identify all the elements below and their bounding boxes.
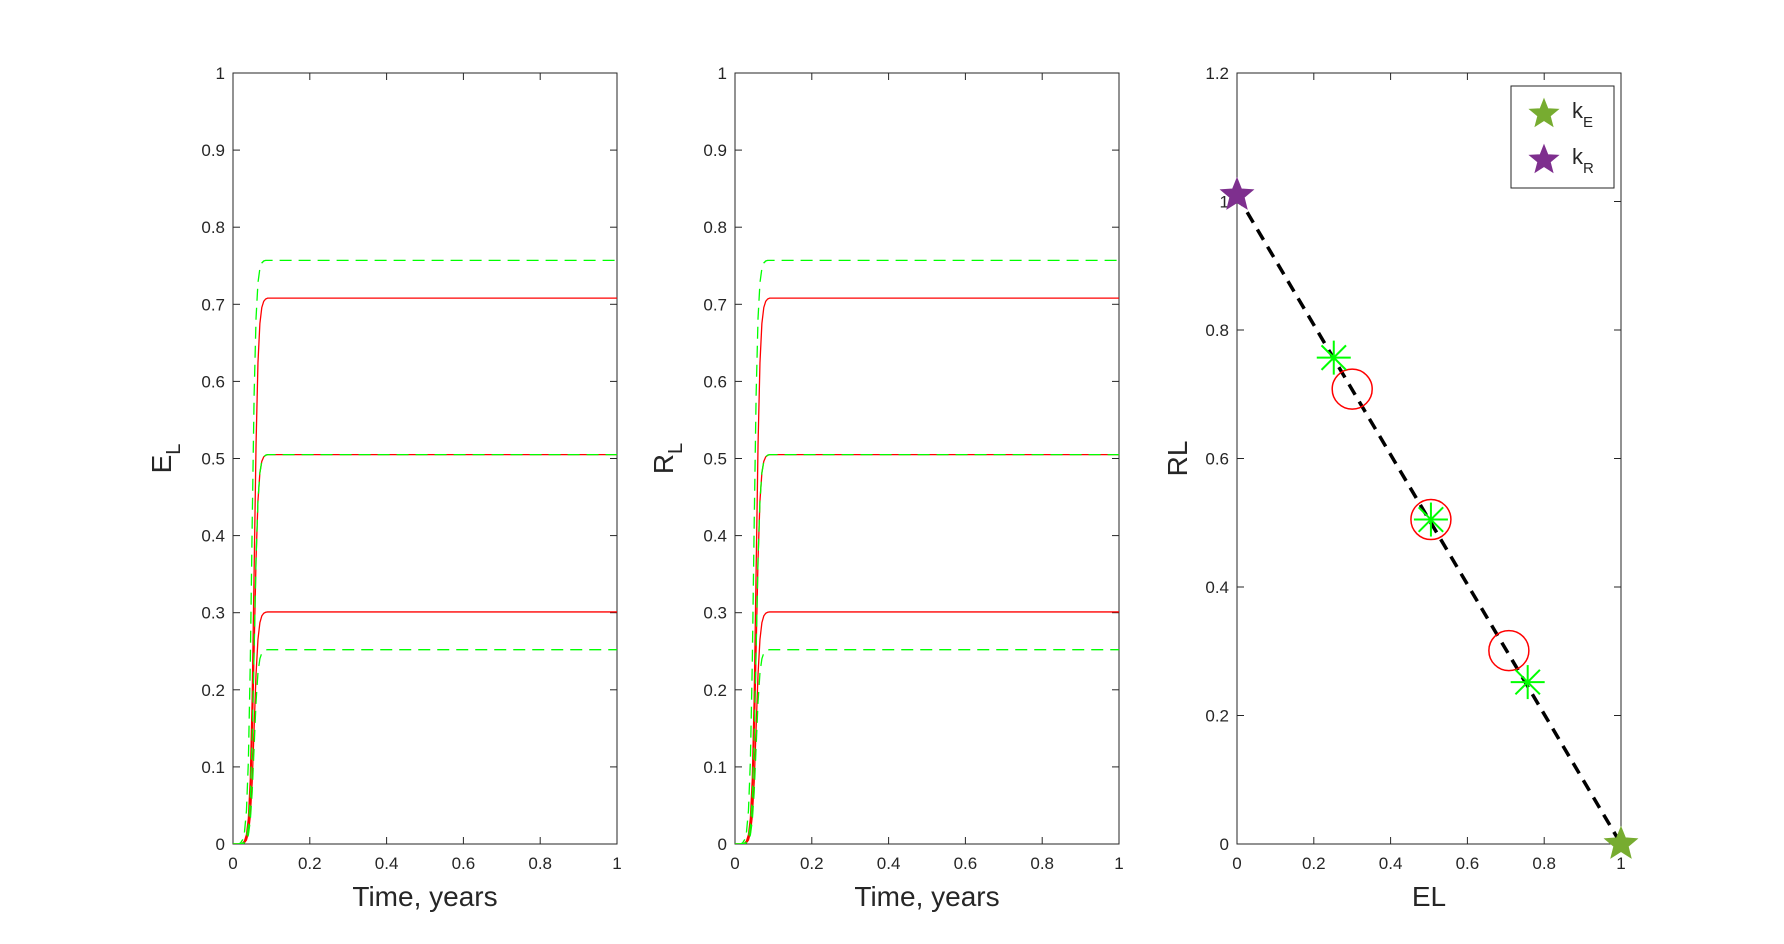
- green-dashed-series-5: [735, 649, 1119, 844]
- y-tick-label: 1: [718, 64, 727, 83]
- lines: [233, 259, 617, 844]
- x-axis-label: Time, years: [352, 881, 497, 912]
- y-tick-label: 0.4: [703, 527, 727, 546]
- y-axis-label: RL: [1162, 441, 1193, 477]
- star-marker-k-r: [1219, 176, 1255, 210]
- y-tick-label: 0.5: [201, 450, 225, 469]
- y-tick-label: 0.6: [201, 372, 225, 391]
- x-axis-label: EL: [1412, 881, 1446, 912]
- x-tick-label: 0.6: [452, 854, 476, 873]
- y-tick-label: 0: [718, 835, 727, 854]
- green-asterisk-marker: [1413, 502, 1448, 537]
- x-tick-label: 0.4: [1379, 854, 1403, 873]
- axes-box: [1236, 72, 1622, 845]
- x-tick-label: 0.4: [375, 854, 399, 873]
- legend-star-icon: [1528, 97, 1560, 128]
- x-tick-label: 0.6: [954, 854, 978, 873]
- y-tick-label: 0.8: [1205, 321, 1229, 340]
- x-tick-label: 0.8: [1030, 854, 1054, 873]
- y-tick-label: 0.6: [1205, 450, 1229, 469]
- y-tick-label: 0: [216, 835, 225, 854]
- legend-star-icon: [1528, 143, 1560, 174]
- x-axis-label: Time, years: [854, 881, 999, 912]
- legend: kE kR: [1510, 85, 1615, 189]
- red-circle-marker: [1488, 629, 1530, 672]
- x-tick-label: 0.4: [877, 854, 901, 873]
- y-tick-label: 0.2: [1205, 707, 1229, 726]
- red-solid-series-0: [735, 297, 1119, 844]
- x-tick-label: 0.2: [298, 854, 322, 873]
- y-tick-label: 0: [1220, 835, 1229, 854]
- y-tick-label: 1: [1220, 193, 1229, 212]
- y-tick-label: 0.8: [201, 218, 225, 237]
- x-tick-label: 1: [1616, 854, 1625, 873]
- x-tick-label: 0: [730, 854, 739, 873]
- panel-1: 0 0.2 0.4 0.6 0.8 1 0 0.1 0.2 0.3 0.4 0.5 0.6 0.7 0.8 0…: [146, 64, 622, 912]
- red-circle-marker: [1331, 368, 1373, 410]
- y-tick-label: 1: [216, 64, 225, 83]
- green-dashed-series-3: [735, 259, 1119, 844]
- y-tick-label: 1.2: [1205, 64, 1229, 83]
- y-tick-label: 0.8: [703, 218, 727, 237]
- red-circle-marker: [1410, 498, 1452, 541]
- dashed-reference-line: [1235, 194, 1623, 845]
- y-axis-label-main: R: [648, 454, 679, 474]
- y-tick-label: 0.1: [703, 758, 727, 777]
- y-tick-label: 0.3: [201, 604, 225, 623]
- panel-2: 0 0.2 0.4 0.6 0.8 1 0 0.1 0.2 0.3 0.4 0.5 0.6 0.7 0.8 0…: [648, 64, 1124, 912]
- y-tick-label: 0.9: [201, 141, 225, 160]
- x-tick-label: 0.8: [528, 854, 552, 873]
- x-tick-label: 0: [228, 854, 237, 873]
- y-tick-label: 0.9: [703, 141, 727, 160]
- star-marker-k-e: [1603, 825, 1639, 859]
- x-tick-label: 1: [612, 854, 621, 873]
- y-tick-label: 0.7: [201, 295, 225, 314]
- green-asterisk-marker: [1316, 340, 1351, 375]
- y-tick-label: 0.2: [201, 681, 225, 700]
- y-tick-label: 0.7: [703, 295, 727, 314]
- red-solid-series-2: [735, 611, 1119, 844]
- green-dashed-series-3: [233, 259, 617, 844]
- y-tick-label: 0.3: [703, 604, 727, 623]
- axes-box: [232, 72, 618, 845]
- lines: [735, 259, 1119, 844]
- y-axis-label-sub: L: [665, 443, 687, 454]
- y-tick-label: 0.2: [703, 681, 727, 700]
- legend-label: kE: [1572, 98, 1593, 131]
- y-axis-label-sub: L: [163, 444, 185, 455]
- y-tick-label: 0.5: [703, 450, 727, 469]
- red-solid-series-2: [233, 611, 617, 844]
- green-dashed-series-4: [735, 453, 1119, 844]
- y-axis-label: EL: [146, 444, 185, 474]
- y-axis-label-main: E: [146, 455, 177, 474]
- legend-box: [1510, 85, 1615, 189]
- x-tick-label: 1: [1114, 854, 1123, 873]
- x-tick-label: 0: [1232, 854, 1241, 873]
- x-tick-label: 0.8: [1532, 854, 1556, 873]
- green-asterisk-marker: [1510, 665, 1545, 700]
- axes-box: [734, 72, 1120, 845]
- green-dashed-series-4: [233, 453, 617, 844]
- y-tick-label: 0.6: [703, 372, 727, 391]
- x-tick-label: 0.2: [1302, 854, 1326, 873]
- legend-label: kR: [1572, 144, 1594, 177]
- green-dashed-series-5: [233, 649, 617, 844]
- y-tick-label: 0.4: [201, 527, 225, 546]
- red-solid-series-0: [233, 297, 617, 844]
- x-tick-label: 0.2: [800, 854, 824, 873]
- y-tick-label: 0.4: [1205, 578, 1229, 597]
- y-axis-label: RL: [648, 443, 687, 474]
- x-tick-label: 0.6: [1456, 854, 1480, 873]
- panel-3: 0 0.2 0.4 0.6 0.8 1 0 0.2 0.4 0.6 0.8 1 1.2 EL RL kE kR: [1162, 64, 1639, 912]
- y-tick-label: 0.1: [201, 758, 225, 777]
